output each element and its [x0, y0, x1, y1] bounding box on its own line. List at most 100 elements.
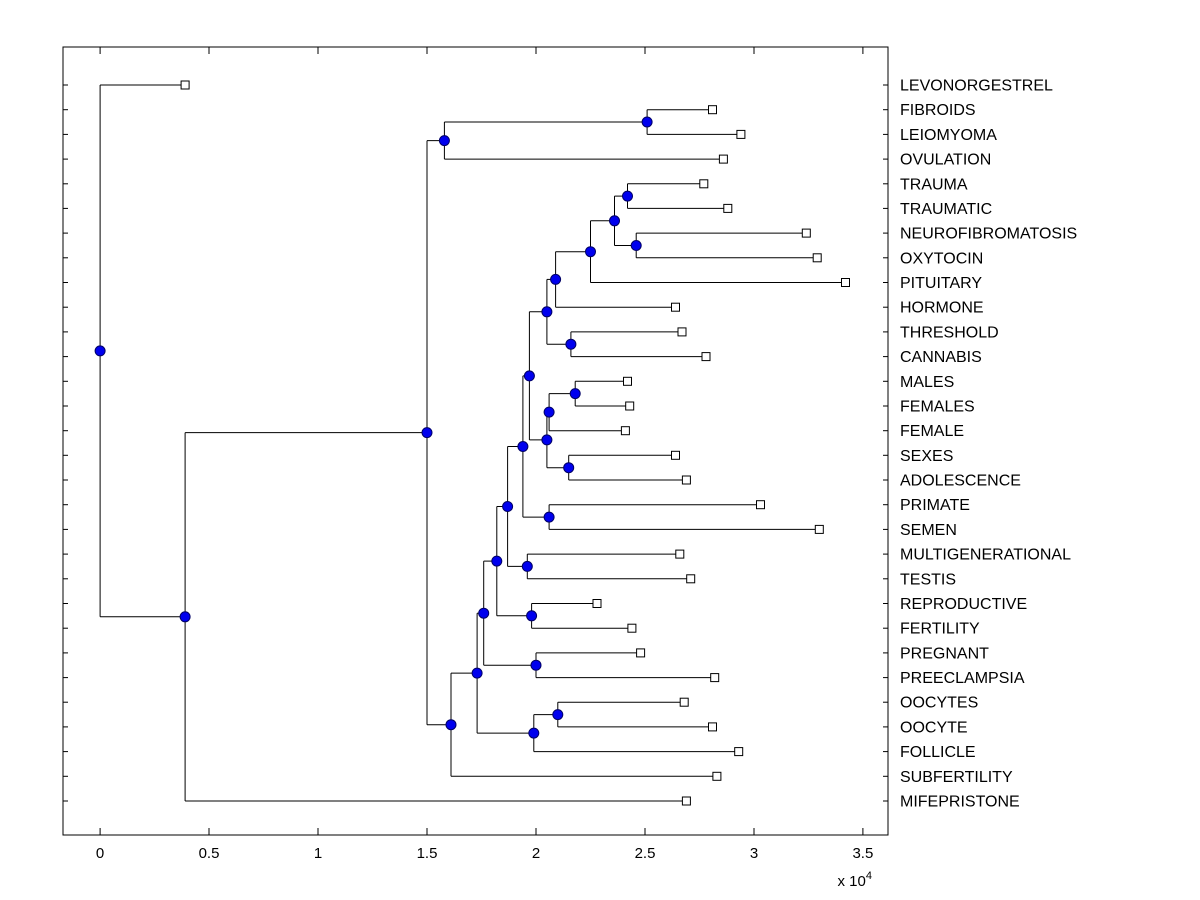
leaf-label: NEUROFIBROMATOSIS	[900, 226, 1077, 243]
x-axis-multiplier: x 104	[838, 870, 872, 890]
cluster-node-marker	[517, 441, 529, 452]
leaf-label: FEMALES	[900, 399, 975, 416]
x-tick-label: 0	[96, 845, 104, 862]
leaf-label: FIBROIDS	[900, 102, 976, 119]
cluster-node-marker	[541, 434, 553, 446]
leaf-label: OVULATION	[900, 152, 991, 169]
leaf-label: MALES	[900, 374, 954, 391]
leaf-marker	[699, 179, 709, 189]
leaf-label: CANNABIS	[900, 349, 982, 366]
leaf-label: SEXES	[900, 448, 953, 465]
cluster-node-marker	[569, 388, 581, 400]
leaf-marker	[681, 796, 691, 806]
cluster-node-marker	[502, 501, 514, 512]
leaf-marker	[671, 302, 680, 312]
leaf-label: SUBFERTILITY	[900, 769, 1013, 786]
x-tick-label: 1	[314, 845, 322, 862]
leaf-marker	[814, 524, 824, 534]
leaf-marker	[679, 697, 689, 707]
leaf-marker	[801, 228, 811, 238]
leaf-label: TESTIS	[900, 571, 956, 588]
leaf-marker	[708, 105, 717, 115]
leaf-label: ADOLESCENCE	[900, 473, 1021, 490]
cluster-node-marker	[563, 462, 575, 474]
x-tick-label: 2.5	[635, 845, 656, 862]
leaf-label: FERTILITY	[900, 621, 980, 638]
x-tick-label: 2	[532, 845, 540, 862]
leaf-marker	[718, 154, 728, 164]
leaf-marker	[636, 648, 646, 658]
cluster-node-marker	[543, 511, 555, 523]
leaf-marker	[623, 376, 632, 386]
leaf-marker	[736, 129, 746, 139]
leaf-label: FOLLICLE	[900, 744, 976, 761]
cluster-node-marker	[491, 555, 503, 567]
cluster-node-marker	[526, 610, 538, 622]
cluster-node-marker	[609, 215, 620, 227]
plot-border	[62, 46, 889, 836]
cluster-node-marker	[541, 306, 553, 318]
leaf-label: TRAUMA	[900, 176, 968, 193]
leaf-marker	[812, 253, 822, 263]
leaf-marker	[841, 278, 850, 287]
cluster-node-marker	[438, 135, 450, 147]
leaf-label: MULTIGENERATIONAL	[900, 547, 1071, 564]
leaf-marker	[686, 574, 696, 584]
x-tick-label: 3	[750, 845, 758, 862]
cluster-node-marker	[478, 607, 490, 619]
cluster-node-marker	[528, 727, 540, 739]
leaf-marker	[756, 500, 765, 510]
cluster-node-marker	[630, 240, 642, 251]
leaf-label: LEVONORGESTREL	[900, 78, 1053, 95]
x-tick-label: 1.5	[417, 845, 438, 862]
leaf-marker	[677, 327, 687, 337]
leaf-label: PITUITARY	[900, 275, 982, 292]
leaf-label: PREECLAMPSIA	[900, 670, 1025, 687]
cluster-node-marker	[530, 659, 542, 671]
cluster-node-marker	[179, 611, 191, 623]
leaf-marker	[627, 623, 637, 633]
leaf-label: OOCYTES	[900, 695, 978, 712]
leaf-label: LEIOMYOMA	[900, 127, 997, 144]
leaf-marker	[620, 426, 630, 436]
leaf-marker	[592, 599, 602, 608]
cluster-node-marker	[471, 667, 483, 679]
leaf-marker	[180, 80, 190, 90]
cluster-node-marker	[641, 116, 653, 128]
cluster-node-marker	[585, 246, 596, 258]
leaf-label: OOCYTE	[900, 719, 968, 736]
cluster-node-marker	[543, 406, 555, 418]
leaf-label: MIFEPRISTONE	[900, 794, 1020, 811]
cluster-node-marker	[523, 370, 535, 382]
x-tick-label: 3.5	[852, 845, 873, 862]
cluster-node-marker	[565, 338, 577, 350]
leaf-marker	[671, 450, 680, 460]
leaf-label: OXYTOCIN	[900, 250, 983, 267]
cluster-node-marker	[622, 190, 633, 202]
leaf-label: PRIMATE	[900, 497, 970, 514]
leaf-marker	[708, 722, 717, 732]
cluster-node-marker	[445, 719, 457, 731]
leaf-label: PREGNANT	[900, 645, 989, 662]
leaf-marker	[712, 771, 722, 781]
leaf-marker	[625, 401, 635, 411]
cluster-node-marker	[521, 560, 533, 572]
leaf-marker	[710, 673, 720, 683]
x-tick-label: 0.5	[199, 845, 220, 862]
leaf-marker	[681, 475, 691, 485]
leaf-marker	[675, 549, 685, 559]
cluster-node-marker	[552, 709, 564, 721]
leaf-label: SEMEN	[900, 522, 957, 539]
leaf-label: FEMALE	[900, 423, 964, 440]
leaf-label: TRAUMATIC	[900, 201, 992, 218]
cluster-node-marker	[421, 427, 433, 439]
leaf-marker	[723, 203, 733, 213]
leaf-marker	[701, 352, 711, 362]
cluster-node-marker	[94, 345, 106, 357]
leaf-label: REPRODUCTIVE	[900, 596, 1027, 613]
leaf-marker	[734, 747, 744, 757]
cluster-node-marker	[550, 273, 562, 285]
leaf-label: HORMONE	[900, 300, 984, 317]
